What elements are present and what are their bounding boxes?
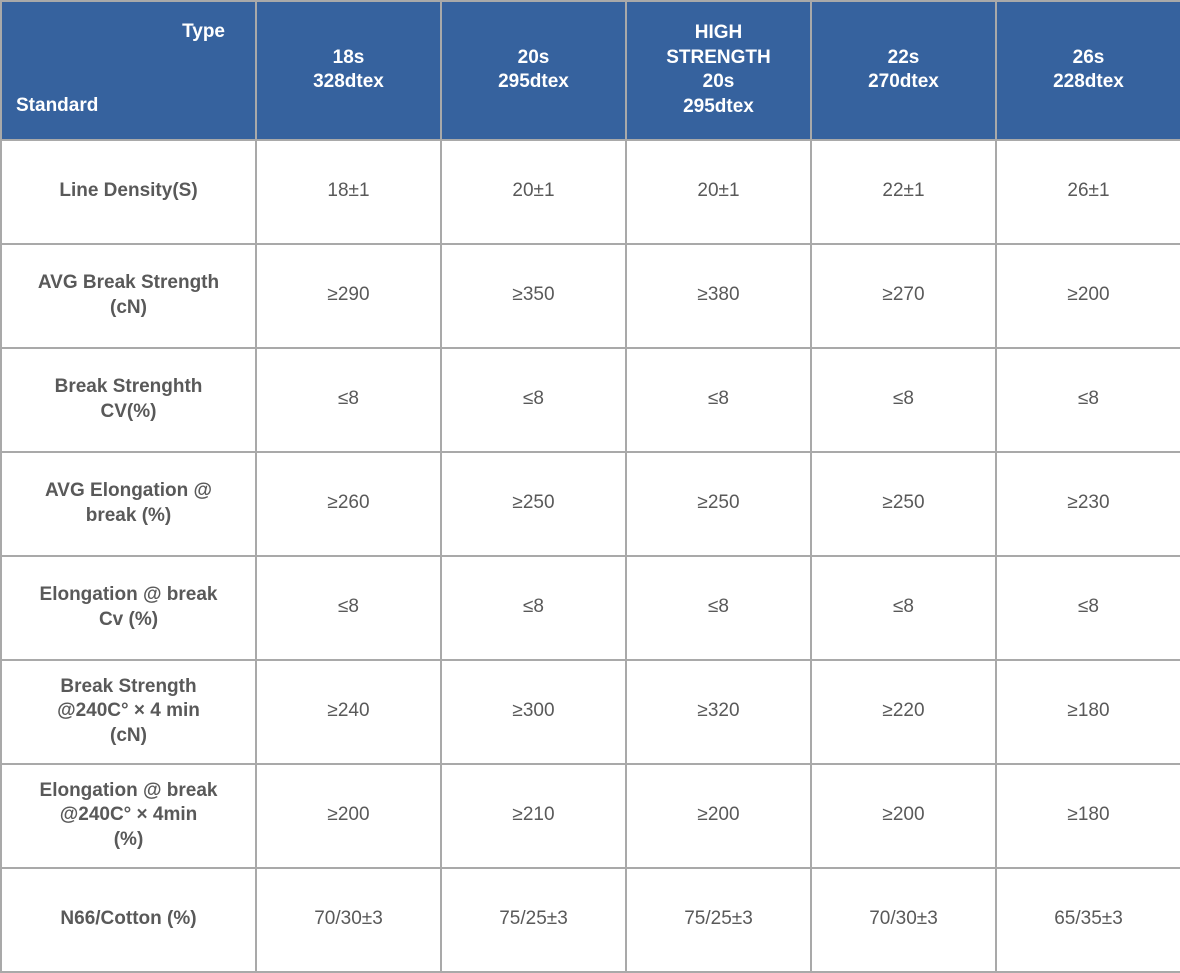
column-header-20s: 20s 295dtex: [440, 0, 627, 141]
value-cell: ≥180: [995, 762, 1180, 869]
row-label: Elongation @ break Cv (%): [0, 554, 257, 661]
value-cell: 75/25±3: [625, 866, 812, 973]
table-row-elongation-cv: Elongation @ break Cv (%) ≤8 ≤8 ≤8 ≤8 ≤8: [0, 554, 1180, 661]
value-cell: ≥250: [625, 450, 812, 557]
value-cell: ≥260: [255, 450, 442, 557]
value-cell: ≥180: [995, 658, 1180, 765]
value-cell: 26±1: [995, 138, 1180, 245]
value-cell: 70/30±3: [810, 866, 997, 973]
value-cell: ≤8: [440, 554, 627, 661]
value-cell: ≥320: [625, 658, 812, 765]
value-cell: ≤8: [440, 346, 627, 453]
value-cell: ≤8: [255, 346, 442, 453]
value-cell: ≤8: [810, 346, 997, 453]
row-label: AVG Break Strength (cN): [0, 242, 257, 349]
row-label: Break Strenghth CV(%): [0, 346, 257, 453]
table-row-break-strength-cv: Break Strenghth CV(%) ≤8 ≤8 ≤8 ≤8 ≤8: [0, 346, 1180, 453]
value-cell: ≥290: [255, 242, 442, 349]
value-cell: 65/35±3: [995, 866, 1180, 973]
value-cell: 18±1: [255, 138, 442, 245]
value-cell: ≤8: [255, 554, 442, 661]
value-cell: 22±1: [810, 138, 997, 245]
table-row-line-density: Line Density(S) 18±1 20±1 20±1 22±1 26±1: [0, 138, 1180, 245]
column-header-26s: 26s 228dtex: [995, 0, 1180, 141]
value-cell: ≥200: [995, 242, 1180, 349]
value-cell: ≥240: [255, 658, 442, 765]
value-cell: ≤8: [625, 346, 812, 453]
value-cell: 20±1: [625, 138, 812, 245]
row-label: Elongation @ break @240C° × 4min (%): [0, 762, 257, 869]
value-cell: ≥350: [440, 242, 627, 349]
value-cell: ≥220: [810, 658, 997, 765]
standard-label: Standard: [16, 95, 99, 117]
value-cell: 70/30±3: [255, 866, 442, 973]
value-cell: ≤8: [995, 554, 1180, 661]
value-cell: 20±1: [440, 138, 627, 245]
value-cell: ≤8: [625, 554, 812, 661]
value-cell: ≥200: [255, 762, 442, 869]
value-cell: ≥250: [810, 450, 997, 557]
column-header-high-strength-20s: HIGH STRENGTH 20s 295dtex: [625, 0, 812, 141]
value-cell: ≤8: [810, 554, 997, 661]
header-row: Type Standard 18s 328dtex 20s 295dtex HI…: [0, 0, 1180, 141]
row-label: Break Strength @240C° × 4 min (cN): [0, 658, 257, 765]
type-label: Type: [182, 21, 225, 42]
row-label: AVG Elongation @ break (%): [0, 450, 257, 557]
value-cell: ≤8: [995, 346, 1180, 453]
column-header-22s: 22s 270dtex: [810, 0, 997, 141]
value-cell: ≥210: [440, 762, 627, 869]
value-cell: ≥200: [625, 762, 812, 869]
table-row-avg-elongation: AVG Elongation @ break (%) ≥260 ≥250 ≥25…: [0, 450, 1180, 557]
table-row-n66-cotton: N66/Cotton (%) 70/30±3 75/25±3 75/25±3 7…: [0, 866, 1180, 973]
row-label: Line Density(S): [0, 138, 257, 245]
table-row-avg-break-strength: AVG Break Strength (cN) ≥290 ≥350 ≥380 ≥…: [0, 242, 1180, 349]
corner-inner: Type Standard: [2, 2, 255, 139]
value-cell: 75/25±3: [440, 866, 627, 973]
column-header-18s: 18s 328dtex: [255, 0, 442, 141]
value-cell: ≥200: [810, 762, 997, 869]
value-cell: ≥270: [810, 242, 997, 349]
value-cell: ≥250: [440, 450, 627, 557]
table-row-break-strength-240: Break Strength @240C° × 4 min (cN) ≥240 …: [0, 658, 1180, 765]
value-cell: ≥230: [995, 450, 1180, 557]
corner-header-cell: Type Standard: [0, 0, 257, 141]
value-cell: ≥300: [440, 658, 627, 765]
value-cell: ≥380: [625, 242, 812, 349]
row-label: N66/Cotton (%): [0, 866, 257, 973]
table-row-elongation-240: Elongation @ break @240C° × 4min (%) ≥20…: [0, 762, 1180, 869]
